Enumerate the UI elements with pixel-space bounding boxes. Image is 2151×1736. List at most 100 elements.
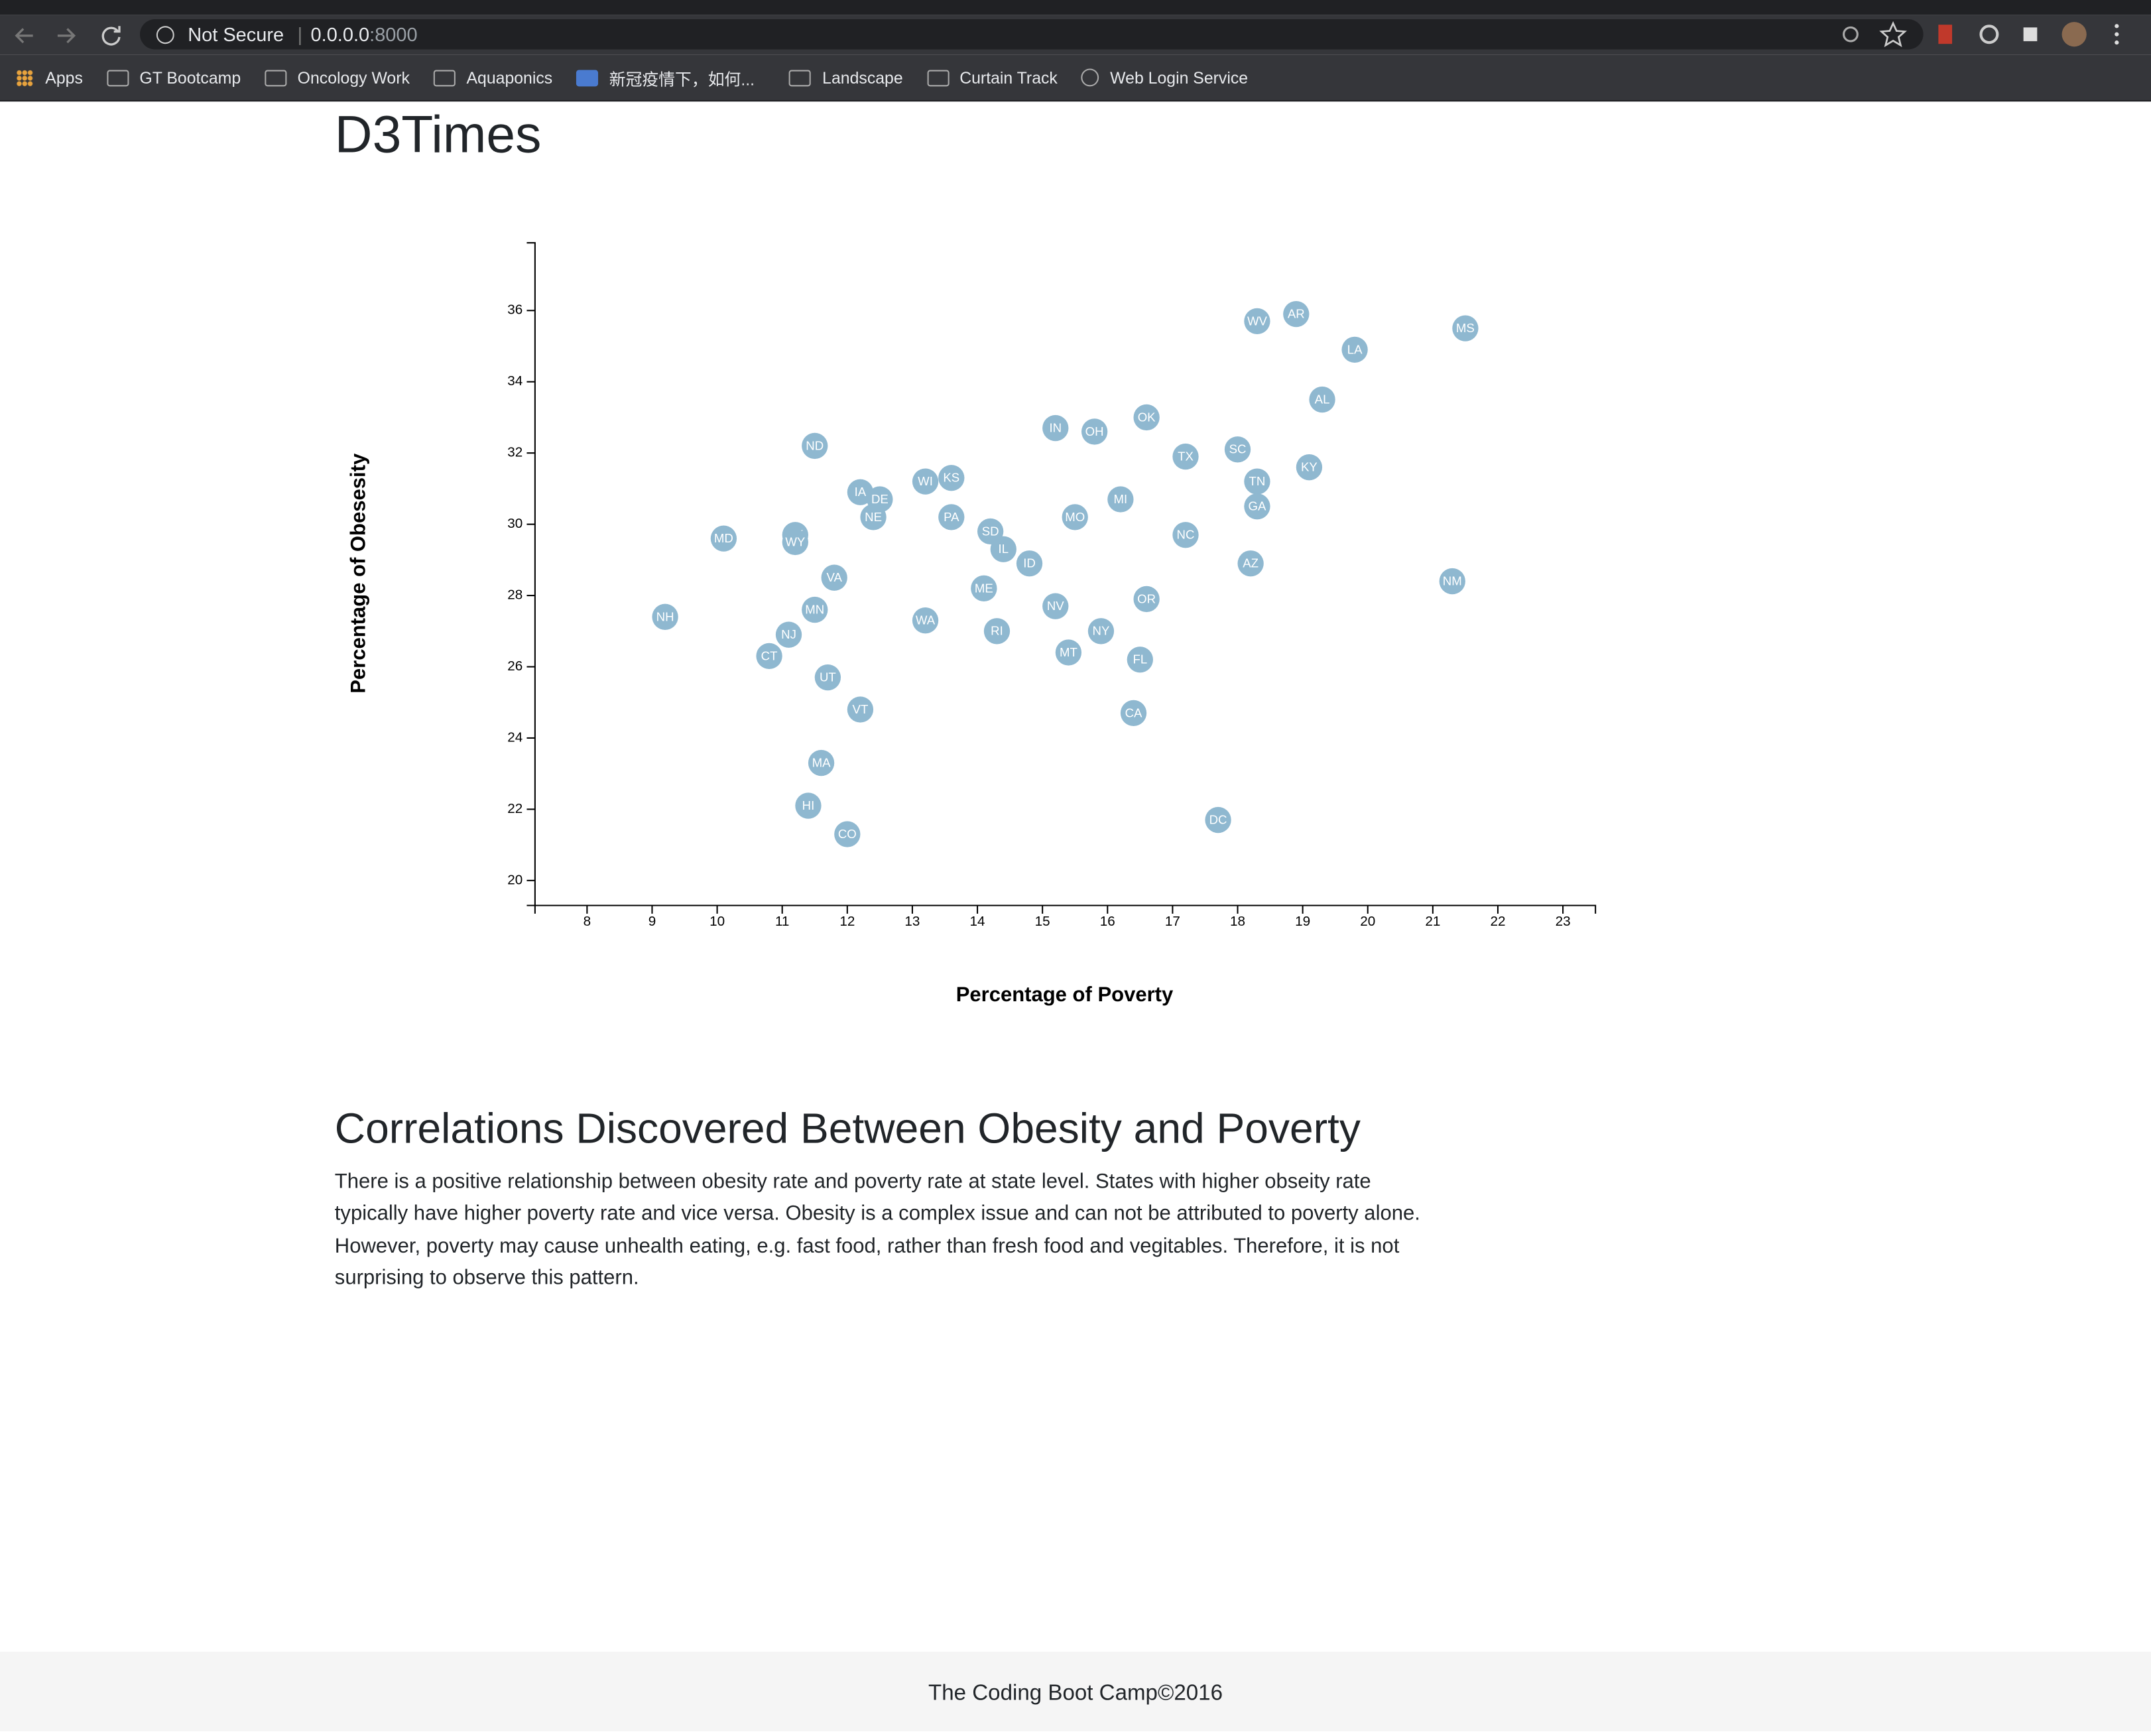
point: [1107, 486, 1134, 513]
point: [1172, 522, 1199, 548]
point: [1205, 806, 1231, 834]
footer: The Coding Boot Camp©2016: [0, 1651, 2151, 1731]
point: [1087, 618, 1115, 645]
point-label: LA: [1347, 342, 1363, 356]
url-port: :8000: [369, 23, 418, 46]
bookmark-label: 新冠疫情下，如何...: [609, 69, 755, 89]
point-label: MI: [1114, 492, 1128, 506]
bookmark[interactable]: 新冠疫情下，如何...: [576, 56, 755, 101]
point-label: AL: [1315, 393, 1330, 406]
point-label: IL: [999, 542, 1009, 556]
scatter-chart: 8 9 10 11 12 13 14 15 16 17 18 19 20 21 22 23 20 22 24 26 28…: [346, 242, 1597, 1006]
bookmark-label: Apps: [45, 68, 83, 88]
point-label: MT: [1060, 645, 1077, 659]
bookmark[interactable]: Curtain Track: [926, 56, 1058, 101]
y-tick-label: 36: [507, 302, 522, 318]
point-label: MO: [1065, 510, 1085, 524]
point-label: WY: [785, 534, 805, 548]
bookmark-label: Curtain Track: [959, 68, 1058, 88]
point: [1237, 550, 1264, 577]
x-tick-label: 11: [775, 914, 789, 929]
point-label: OK: [1138, 410, 1156, 424]
point-label: WA: [916, 613, 936, 627]
point: [1172, 443, 1199, 470]
point: [912, 468, 939, 495]
point: [710, 525, 737, 552]
point: [802, 596, 828, 623]
bookmark[interactable]: GT Bootcamp: [106, 56, 241, 101]
address-bar[interactable]: Not Secure | 0.0.0.0:8000: [140, 19, 1924, 50]
article-title: Correlations Discovered Between Obesity …: [334, 1104, 1361, 1152]
y-tick-label: 24: [507, 729, 522, 745]
bookmark[interactable]: Landscape: [789, 56, 903, 101]
x-tick-label: 21: [1425, 914, 1440, 929]
y-axis-label: Percentage of Obesesity: [346, 453, 369, 694]
point: [1341, 336, 1368, 363]
point: [775, 621, 802, 648]
point-label: GA: [1248, 499, 1266, 513]
bookmark[interactable]: Apps: [16, 56, 83, 101]
x-tick-label: 17: [1165, 914, 1180, 929]
point-label: WI: [918, 474, 933, 488]
point: [1042, 593, 1069, 619]
nav-buttons[interactable]: [11, 21, 135, 51]
bookmark-label: Oncology Work: [297, 68, 410, 88]
footer-text: The Coding Boot Camp©2016: [928, 1682, 1223, 1705]
point: [1016, 550, 1043, 577]
x-tick-label: 23: [1556, 914, 1571, 929]
bookmark[interactable]: Web Login Service: [1081, 55, 1248, 100]
point-label: MS: [1456, 321, 1475, 335]
point: [1244, 493, 1270, 520]
url-host: 0.0.0.0: [310, 23, 370, 46]
point: [1081, 418, 1108, 445]
x-tick-label: 10: [709, 914, 725, 929]
bookmark[interactable]: Aquaponics: [433, 56, 553, 101]
bookmark-label: Landscape: [822, 68, 903, 88]
point: [1296, 454, 1323, 481]
point: [1133, 404, 1160, 431]
point-label: DE: [871, 492, 889, 506]
point-label: NM: [1443, 574, 1462, 588]
point: [938, 504, 965, 530]
point: [938, 465, 965, 491]
point-label: KS: [943, 471, 959, 485]
x-tick-label: 13: [904, 914, 920, 929]
x-tick-label: 14: [970, 914, 985, 929]
x-axis: [534, 904, 1597, 914]
bookmark-label: Web Login Service: [1110, 68, 1249, 88]
bookmark-label: Aquaponics: [466, 68, 553, 88]
x-tick-label: 12: [839, 914, 855, 929]
x-tick-label: 20: [1360, 914, 1375, 929]
point-label: ND: [806, 438, 824, 452]
page-heading: D3Times: [334, 107, 542, 165]
point: [1244, 308, 1270, 335]
point-label: PA: [944, 510, 959, 524]
point-label: CO: [838, 827, 857, 841]
point-label: FL: [1133, 652, 1147, 666]
point: [814, 664, 841, 691]
point: [1042, 414, 1069, 442]
x-tick-label: 15: [1035, 914, 1050, 929]
point: [834, 821, 861, 847]
toolbar-icons[interactable]: [1831, 19, 2140, 50]
point: [1133, 586, 1160, 613]
point: [1062, 504, 1088, 530]
point-label: NV: [1047, 599, 1064, 613]
point: [990, 536, 1016, 562]
point-label: ME: [975, 581, 993, 595]
y-tick-label: 32: [507, 445, 522, 460]
point-label: VT: [853, 702, 869, 716]
point-label: MN: [805, 603, 824, 617]
point: [1055, 639, 1082, 666]
y-tick-label: 34: [507, 373, 522, 389]
point-label: NC: [1177, 528, 1195, 542]
y-tick-label: 28: [507, 588, 522, 603]
point-label: SC: [1229, 442, 1247, 456]
point: [756, 643, 782, 670]
bookmark[interactable]: Oncology Work: [265, 56, 410, 101]
point-label: AZ: [1243, 556, 1259, 570]
tab-strip: [0, 0, 2151, 15]
point-label: IN: [1049, 421, 1062, 435]
